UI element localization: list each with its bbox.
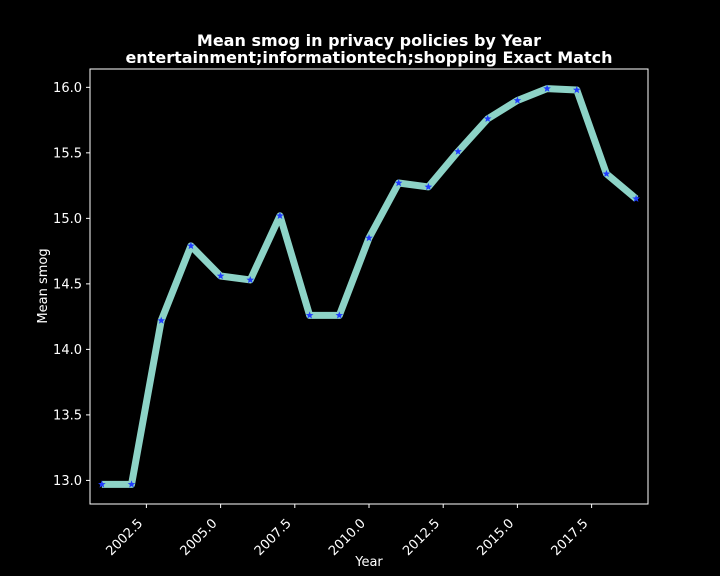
data-point-marker <box>157 316 166 324</box>
data-point-marker <box>454 147 462 155</box>
data-point-marker <box>424 182 433 191</box>
data-point-marker <box>127 480 136 488</box>
chart-title: Mean smog in privacy policies by Year <box>197 31 541 50</box>
data-point-marker <box>216 272 225 280</box>
data-point-marker <box>305 311 314 319</box>
data-point-marker <box>632 194 640 202</box>
y-tick-label: 13.0 <box>53 474 82 489</box>
data-point-marker <box>246 275 255 284</box>
chart-subtitle: entertainment;informationtech;shopping E… <box>125 48 612 67</box>
data-point-marker <box>572 85 581 94</box>
data-point-marker <box>543 84 551 92</box>
x-axis-label: Year <box>354 555 383 570</box>
y-tick-label: 14.5 <box>53 277 82 292</box>
data-point-marker <box>483 114 492 123</box>
data-point-marker <box>602 169 611 178</box>
y-tick-label: 16.0 <box>53 81 82 96</box>
data-point-marker <box>276 211 284 219</box>
data-point-marker <box>365 234 373 242</box>
data-point-marker <box>513 96 522 104</box>
y-tick-label: 15.5 <box>53 146 82 161</box>
data-point-marker <box>187 241 195 250</box>
y-tick-label: 13.5 <box>53 408 82 423</box>
data-point-marker <box>98 480 106 488</box>
data-point-marker <box>335 311 344 319</box>
plot-area <box>98 84 640 488</box>
y-tick-label: 15.0 <box>53 212 82 227</box>
plot-frame <box>89 68 649 505</box>
y-tick-label: 14.0 <box>53 343 82 358</box>
y-axis-label: Mean smog <box>36 248 51 323</box>
data-point-marker <box>394 178 403 187</box>
